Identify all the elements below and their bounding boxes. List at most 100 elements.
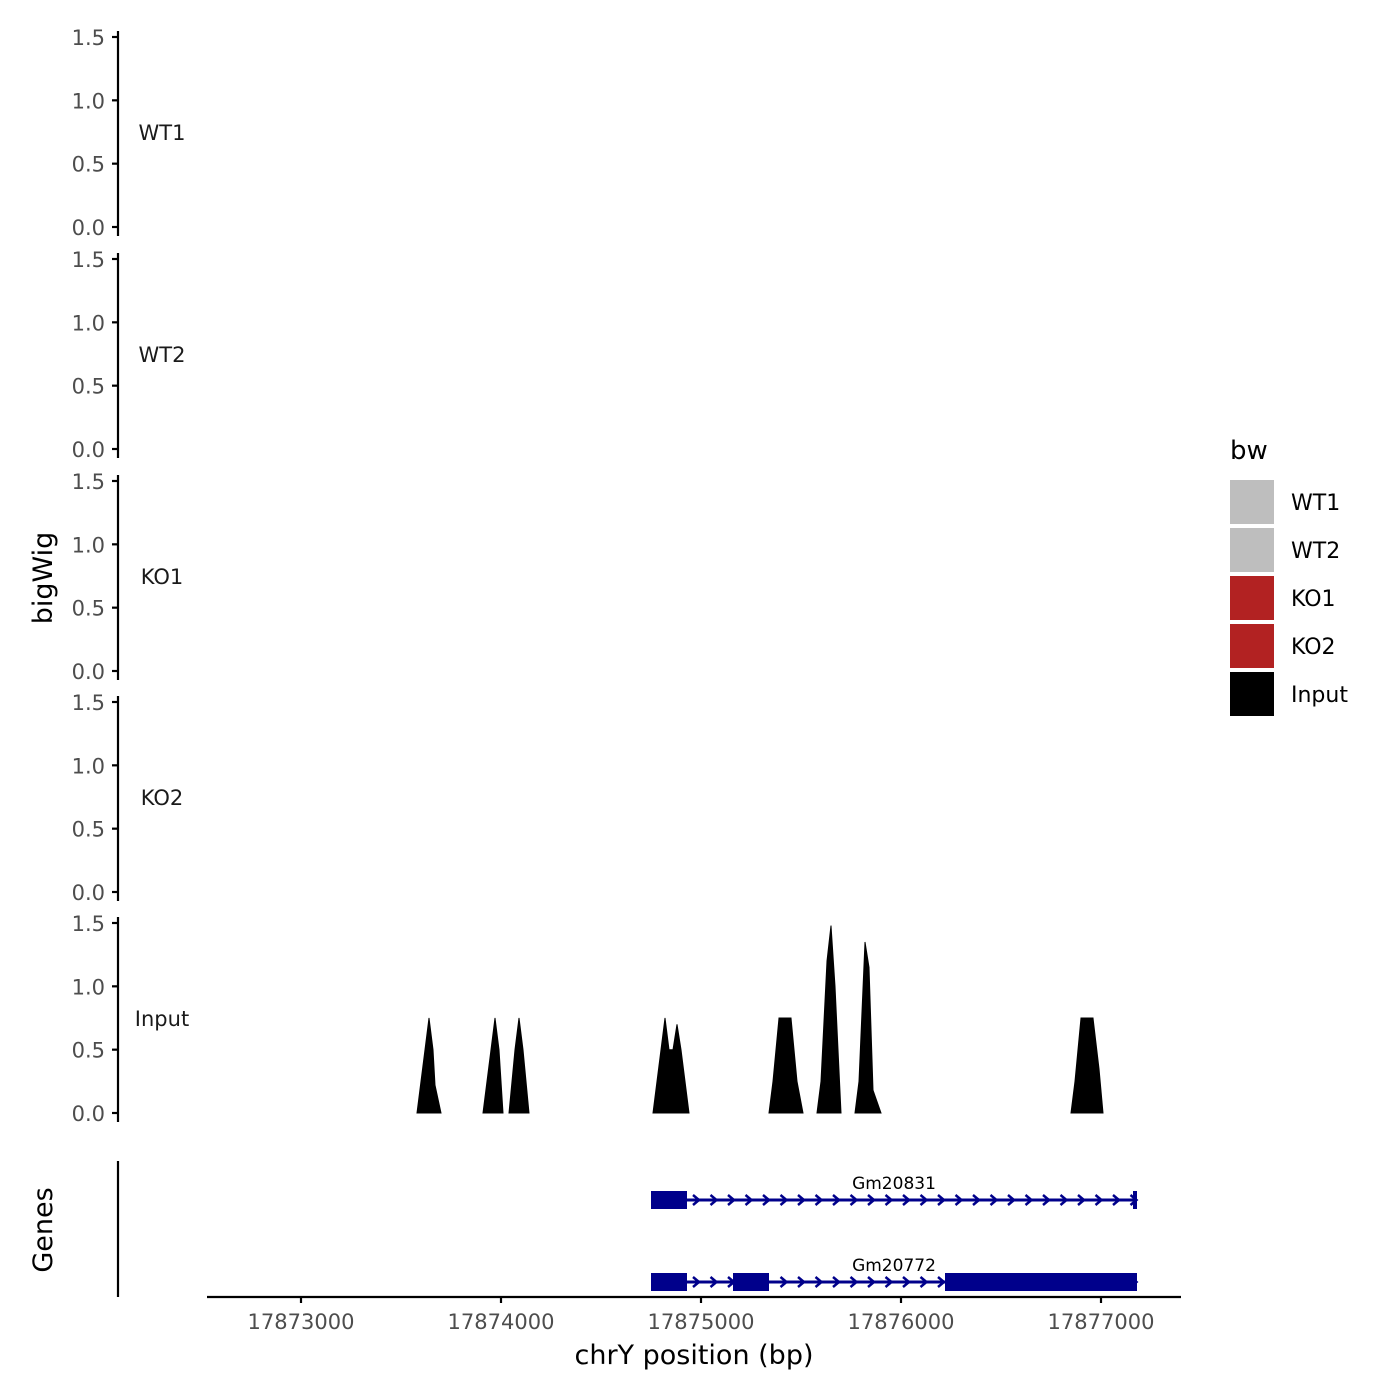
strand-arrow bbox=[1077, 1194, 1086, 1206]
legend-swatch bbox=[1230, 480, 1274, 524]
strand-arrow bbox=[937, 1276, 946, 1288]
y-tick-label: 1.0 bbox=[72, 89, 105, 113]
strand-arrow bbox=[727, 1194, 736, 1206]
track-wt1: 0.0 0.5 1.0 1.5 WT1 bbox=[72, 26, 186, 240]
y-tick-label: 0.5 bbox=[72, 153, 105, 177]
y-tick-label: 1.0 bbox=[72, 533, 105, 557]
y-tick-label: 0.0 bbox=[72, 216, 105, 240]
y-tick-label: 1.5 bbox=[72, 470, 105, 494]
track-ko1: 0.0 0.5 1.0 1.5 KO1 bbox=[72, 470, 184, 684]
y-tick-label: 1.5 bbox=[72, 691, 105, 715]
legend-label: WT1 bbox=[1291, 491, 1340, 516]
strand-arrow bbox=[814, 1276, 824, 1288]
y-tick-label: 1.0 bbox=[72, 975, 105, 999]
x-axis: 17873000 17874000 17875000 17876000 17877000 bbox=[207, 1295, 1181, 1334]
y-axis-label: bigWig bbox=[28, 532, 59, 625]
x-tick-label: 17875000 bbox=[648, 1310, 755, 1334]
strand-arrow bbox=[709, 1276, 719, 1288]
legend-swatch bbox=[1230, 672, 1274, 716]
y-tick-label: 0.5 bbox=[72, 597, 105, 621]
legend-label: WT2 bbox=[1291, 539, 1340, 564]
strand-arrow bbox=[744, 1194, 754, 1206]
strand-arrow bbox=[849, 1276, 859, 1288]
legend-title: bw bbox=[1230, 436, 1268, 466]
strand-arrow bbox=[692, 1276, 701, 1288]
gene-label: Gm20772 bbox=[852, 1256, 936, 1276]
legend-label: KO1 bbox=[1291, 587, 1336, 612]
exon bbox=[651, 1191, 687, 1209]
signal-peak bbox=[768, 1017, 804, 1114]
track-ko2: 0.0 0.5 1.0 1.5 KO2 bbox=[72, 691, 184, 905]
x-axis-label: chrY position (bp) bbox=[574, 1340, 813, 1371]
signal-peak bbox=[416, 1017, 442, 1114]
strand-arrow bbox=[779, 1276, 789, 1288]
strand-arrow bbox=[709, 1194, 719, 1206]
track-label: KO2 bbox=[141, 786, 184, 810]
y-tick-label: 1.0 bbox=[72, 311, 105, 335]
gene-label: Gm20831 bbox=[852, 1174, 936, 1194]
legend: bw WT1 WT2 KO1 KO2 Input bbox=[1230, 436, 1348, 716]
strand-arrow bbox=[989, 1194, 999, 1206]
y-tick-label: 1.5 bbox=[72, 912, 105, 936]
legend-swatch bbox=[1230, 528, 1274, 572]
signal-peak bbox=[1070, 1017, 1104, 1114]
exon bbox=[733, 1273, 769, 1291]
strand-arrow bbox=[867, 1276, 876, 1288]
genes-layer: Gm20831 Gm20772 bbox=[116, 1161, 1139, 1297]
track-input: 0.0 0.5 1.0 1.5 Input bbox=[72, 912, 1104, 1126]
track-wt2: 0.0 0.5 1.0 1.5 WT2 bbox=[72, 248, 186, 462]
genes-axis-label: Genes bbox=[28, 1187, 59, 1272]
signal-peak bbox=[652, 1017, 690, 1114]
strand-arrow bbox=[884, 1194, 894, 1206]
legend-label: KO2 bbox=[1291, 635, 1336, 660]
exon bbox=[945, 1273, 1137, 1291]
tracks-layer: 0.0 0.5 1.0 1.5 WT1 0.0 0.5 1.0 1.5 WT2 0.0 0.5 1.0 1… bbox=[72, 26, 1104, 1126]
y-tick-label: 0.5 bbox=[72, 1039, 105, 1063]
track-label: Input bbox=[135, 1007, 189, 1031]
x-tick-label: 17877000 bbox=[1048, 1310, 1155, 1334]
strand-arrow bbox=[692, 1194, 701, 1206]
strand-arrow bbox=[867, 1194, 876, 1206]
strand-arrow bbox=[919, 1276, 929, 1288]
strand-arrow bbox=[832, 1194, 841, 1206]
strand-arrow bbox=[849, 1194, 859, 1206]
strand-arrow bbox=[1042, 1194, 1051, 1206]
strand-arrow bbox=[919, 1194, 929, 1206]
strand-arrow bbox=[1112, 1194, 1121, 1206]
strand-arrow bbox=[797, 1276, 806, 1288]
exon bbox=[651, 1273, 687, 1291]
strand-arrow bbox=[814, 1194, 824, 1206]
y-tick-label: 0.0 bbox=[72, 438, 105, 462]
y-tick-label: 0.0 bbox=[72, 660, 105, 684]
strand-arrow bbox=[1094, 1194, 1104, 1206]
signal-peak bbox=[816, 925, 842, 1114]
legend-label: Input bbox=[1291, 683, 1348, 708]
y-tick-label: 1.0 bbox=[72, 754, 105, 778]
track-label: WT2 bbox=[139, 343, 186, 367]
y-tick-label: 0.0 bbox=[72, 1102, 105, 1126]
x-tick-label: 17874000 bbox=[448, 1310, 555, 1334]
signal-peak bbox=[508, 1017, 530, 1114]
y-tick-label: 1.5 bbox=[72, 26, 105, 50]
strand-arrow bbox=[762, 1194, 771, 1206]
strand-arrow bbox=[1024, 1194, 1034, 1206]
signal-peak bbox=[482, 1017, 504, 1114]
y-tick-label: 0.5 bbox=[72, 375, 105, 399]
strand-arrow bbox=[832, 1276, 841, 1288]
x-tick-label: 17873000 bbox=[248, 1310, 355, 1334]
strand-arrow bbox=[1007, 1194, 1016, 1206]
strand-arrow bbox=[972, 1194, 981, 1206]
strand-arrow bbox=[937, 1194, 946, 1206]
legend-swatch bbox=[1230, 576, 1274, 620]
signal-peak bbox=[854, 941, 882, 1114]
gene-gm20772: Gm20772 bbox=[651, 1256, 1139, 1291]
y-tick-label: 1.5 bbox=[72, 248, 105, 272]
x-tick-label: 17876000 bbox=[848, 1310, 955, 1334]
y-tick-label: 0.0 bbox=[72, 881, 105, 905]
strand-arrow bbox=[779, 1194, 789, 1206]
strand-arrow bbox=[884, 1276, 894, 1288]
gene-gm20831: Gm20831 bbox=[651, 1174, 1139, 1209]
strand-arrow bbox=[1059, 1194, 1069, 1206]
strand-arrow bbox=[902, 1276, 911, 1288]
